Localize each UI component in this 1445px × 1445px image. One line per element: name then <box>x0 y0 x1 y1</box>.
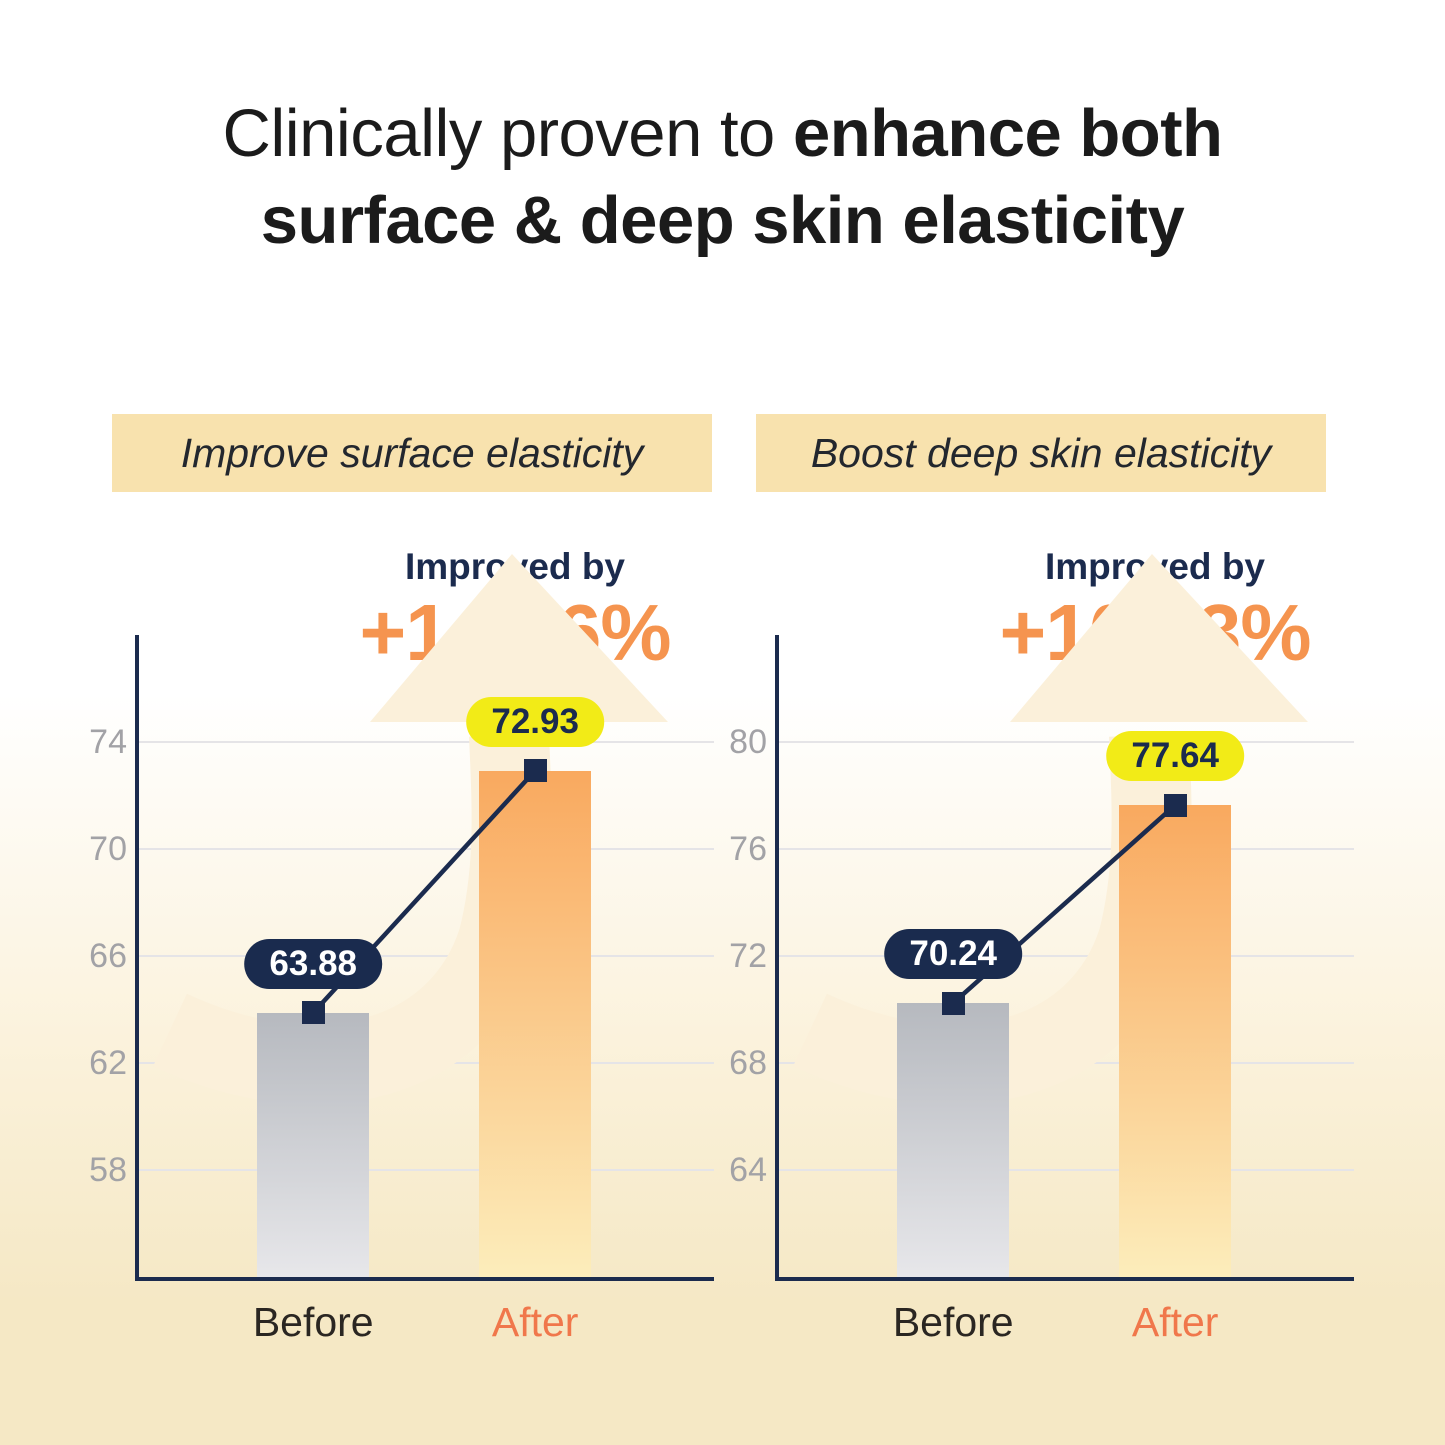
bar-before <box>897 1003 1010 1277</box>
gridline <box>779 1169 1354 1171</box>
value-label-before: 63.88 <box>244 938 383 989</box>
x-axis-label-after: After <box>1131 1299 1219 1345</box>
title-line-2: surface & deep skin elasticity <box>260 183 1185 259</box>
y-tick-label: 72 <box>729 937 767 975</box>
y-tick-label: 66 <box>89 937 127 975</box>
plot-area: 58 62 66 70 74 63.88 Before 72.93 After <box>89 554 714 1345</box>
y-tick-label: 76 <box>729 830 767 868</box>
y-tick-label: 62 <box>89 1044 127 1082</box>
banner-deep-skin-elasticity: Boost deep skin elasticity <box>756 414 1326 492</box>
y-tick-label: 70 <box>89 830 127 868</box>
gridline <box>139 1169 714 1171</box>
chart-surface-elasticity: Improved by +14.16% 58 62 66 70 74 63.88 Befo… <box>70 540 715 1390</box>
y-tick-label: 80 <box>729 723 767 761</box>
value-label-after: 77.64 <box>1106 731 1244 782</box>
trend-connector-line <box>951 803 1177 1005</box>
data-point-marker <box>301 1001 325 1025</box>
trend-connector-line <box>311 769 537 1015</box>
y-tick-label: 64 <box>729 1151 767 1189</box>
value-label-after: 72.93 <box>466 696 604 747</box>
data-point-marker <box>1163 793 1187 817</box>
data-point-marker <box>523 759 547 783</box>
x-axis-label-before: Before <box>892 1299 1014 1345</box>
page-title: Clinically proven to enhance both surfac… <box>0 90 1445 264</box>
x-axis-label-after: After <box>491 1299 579 1345</box>
y-tick-label: 68 <box>729 1044 767 1082</box>
banner-surface-elasticity: Improve surface elasticity <box>112 414 712 492</box>
y-tick-label: 74 <box>89 723 127 761</box>
chart-deep-skin-elasticity: Improved by +10.53% 64 68 72 76 80 70.24 Befo… <box>710 540 1355 1390</box>
x-axis-label-before: Before <box>252 1299 374 1345</box>
data-point-marker <box>941 991 965 1015</box>
title-line-1: Clinically proven to enhance both <box>222 96 1223 171</box>
bar-before <box>257 1012 370 1277</box>
y-tick-label: 58 <box>89 1151 127 1189</box>
bar-after <box>1119 805 1232 1277</box>
improved-by-label: Improved by <box>1045 546 1265 587</box>
bar-after <box>479 770 592 1277</box>
plot-area: 64 68 72 76 80 70.24 Before 77.64 After <box>729 554 1354 1345</box>
value-label-before: 70.24 <box>884 929 1023 980</box>
